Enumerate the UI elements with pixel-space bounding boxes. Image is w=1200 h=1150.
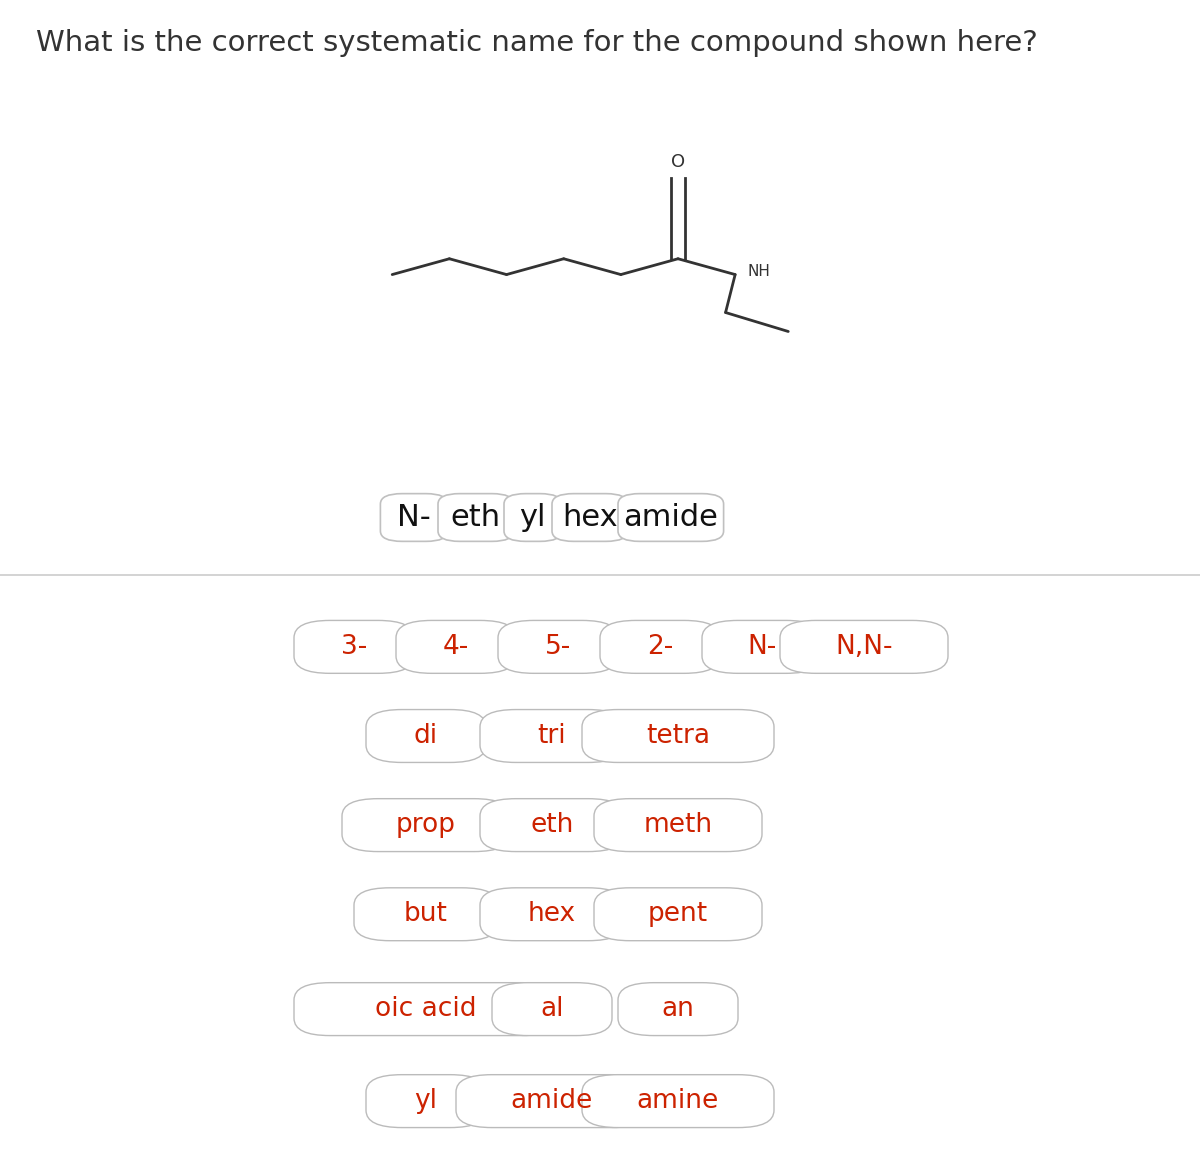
Text: meth: meth — [643, 812, 713, 838]
FancyBboxPatch shape — [438, 493, 514, 542]
Text: N-: N- — [748, 634, 776, 660]
Text: 2-: 2- — [647, 634, 673, 660]
FancyBboxPatch shape — [582, 710, 774, 762]
FancyBboxPatch shape — [618, 493, 724, 542]
FancyBboxPatch shape — [294, 982, 558, 1035]
FancyBboxPatch shape — [366, 1074, 486, 1127]
Text: di: di — [414, 723, 438, 749]
FancyBboxPatch shape — [552, 493, 628, 542]
FancyBboxPatch shape — [600, 621, 720, 674]
Text: N-: N- — [397, 503, 431, 532]
FancyBboxPatch shape — [480, 799, 624, 851]
FancyBboxPatch shape — [354, 888, 498, 941]
FancyBboxPatch shape — [618, 982, 738, 1035]
FancyBboxPatch shape — [594, 888, 762, 941]
Text: yl: yl — [414, 1088, 438, 1114]
Text: prop: prop — [396, 812, 456, 838]
FancyBboxPatch shape — [294, 621, 414, 674]
Text: oic acid: oic acid — [376, 996, 476, 1022]
FancyBboxPatch shape — [504, 493, 562, 542]
FancyBboxPatch shape — [480, 888, 624, 941]
Text: tetra: tetra — [646, 723, 710, 749]
Text: hex: hex — [528, 902, 576, 927]
FancyBboxPatch shape — [456, 1074, 648, 1127]
FancyBboxPatch shape — [582, 1074, 774, 1127]
FancyBboxPatch shape — [780, 621, 948, 674]
Text: N,N-: N,N- — [835, 634, 893, 660]
FancyBboxPatch shape — [498, 621, 618, 674]
Text: eth: eth — [530, 812, 574, 838]
FancyBboxPatch shape — [492, 982, 612, 1035]
Text: NH: NH — [748, 264, 770, 279]
Text: but: but — [404, 902, 448, 927]
Text: 4-: 4- — [443, 634, 469, 660]
Text: pent: pent — [648, 902, 708, 927]
Text: tri: tri — [538, 723, 566, 749]
FancyBboxPatch shape — [396, 621, 516, 674]
Text: O: O — [671, 153, 685, 171]
Text: amide: amide — [623, 503, 719, 532]
FancyBboxPatch shape — [480, 710, 624, 762]
Text: 3-: 3- — [341, 634, 367, 660]
Text: al: al — [540, 996, 564, 1022]
FancyBboxPatch shape — [380, 493, 448, 542]
FancyBboxPatch shape — [342, 799, 510, 851]
Text: What is the correct systematic name for the compound shown here?: What is the correct systematic name for … — [36, 29, 1038, 56]
Text: amine: amine — [637, 1088, 719, 1114]
FancyBboxPatch shape — [594, 799, 762, 851]
Text: an: an — [661, 996, 695, 1022]
Text: 5-: 5- — [545, 634, 571, 660]
Text: amide: amide — [511, 1088, 593, 1114]
Text: hex: hex — [562, 503, 618, 532]
Text: eth: eth — [451, 503, 500, 532]
FancyBboxPatch shape — [366, 710, 486, 762]
FancyBboxPatch shape — [702, 621, 822, 674]
Text: yl: yl — [520, 503, 546, 532]
